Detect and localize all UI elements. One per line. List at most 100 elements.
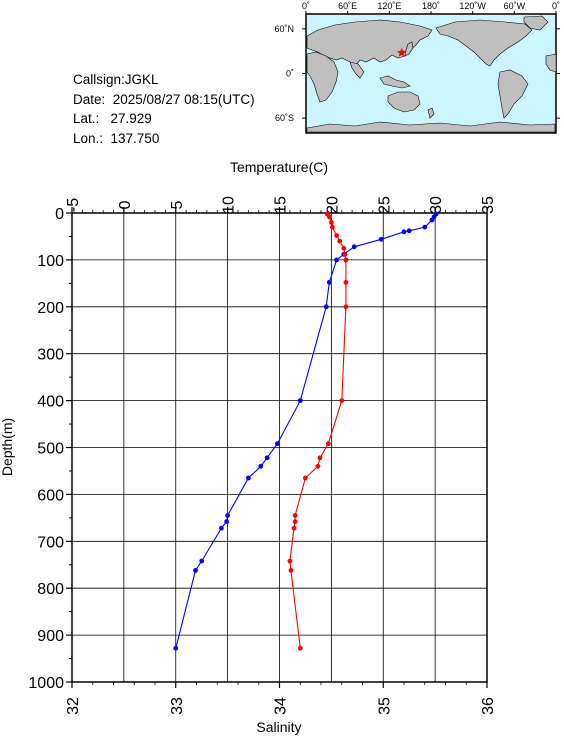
profile-series [173,211,439,651]
salinity-profile-point [315,463,321,469]
salinity-axis-ticks: 32 33 34 35 36 [65,682,497,715]
temperature-axis-ticks: -5 0 5 10 15 20 25 30 35 [65,196,497,214]
temperature-profile-point [199,558,205,564]
salinity-profile-point [339,398,345,403]
salinity-profile-point [291,525,297,531]
plot-grid [71,212,488,683]
temperature-profile-point [297,398,303,403]
map-lon-tick-label: 120˚W [459,1,486,11]
longitude-text: Lon.: 137.750 [73,130,160,146]
temperature-profile-point [275,441,280,447]
depth-tick-label: 1000 [28,675,64,692]
salinity-profile-point [341,245,347,251]
salinity-profile-point [342,251,348,257]
landmass-greenland [523,15,549,31]
salinity-profile-point [343,304,349,310]
salinity-profile-line [289,213,347,649]
depth-tick-label: 600 [37,487,64,504]
salinity-profile-point [330,224,335,230]
salinity-profile-point [292,513,298,518]
salinity-profile-point [317,455,323,461]
temperature-tick-label: 35 [480,196,497,214]
latitude-text: Lat.: 27.929 [73,111,152,126]
temperature-profile-point [326,280,332,285]
temperature-profile-point [246,475,251,481]
landmass-south-america [497,69,529,119]
temperature-tick-label: -5 [65,198,82,212]
salinity-profile-point [326,214,332,220]
station-marker-icon [396,47,407,57]
temperature-profile-point [225,513,231,518]
station-marker [396,47,407,57]
depth-tick-label: 800 [37,581,64,598]
map-lon-tick-label: 0˚ [552,1,560,11]
temperature-tick-label: 30 [428,196,445,214]
depth-tick-label: 400 [37,394,64,411]
map-lat-tick-label: 60˚S [275,113,294,123]
salinity-tick-label: 33 [169,697,186,715]
salinity-profile-point [343,280,349,285]
temperature-profile-point [323,304,329,310]
temperature-profile-point [219,525,224,531]
salinity-axis-label: Salinity [256,719,301,735]
salinity-profile-point [288,568,294,573]
depth-tick-label: 700 [37,534,64,551]
callsign-text: Callsign:JGKL [73,72,159,87]
temperature-profile-point [429,217,435,223]
station-info: Callsign:JGKL Date: 2025/08/27 08:15(UTC… [73,70,255,148]
depth-tick-label: 900 [37,628,64,645]
temperature-tick-label: 20 [324,196,341,214]
salinity-tick-label: 36 [480,697,497,715]
temperature-profile-point [258,463,264,469]
temperature-profile-point [378,236,384,242]
temperature-tick-label: 0 [117,200,134,209]
depth-axis-label: Depth(m) [0,418,15,476]
map-lon-tick-label: 60˚E [338,1,357,11]
landmass-japan [404,41,414,57]
map-latitude-ticks: 60˚N 0˚ 60˚S [274,24,560,123]
world-map: 0˚ 60˚E 120˚E 180˚ 120˚W 60˚W 0˚ 60˚N 0˚ 60˚S [274,1,560,134]
salinity-profile-point [343,257,349,263]
temperature-profile-point [173,645,179,651]
salinity-profile-point [303,475,308,481]
landmass-indonesia [379,75,411,89]
date-text: Date: 2025/08/27 08:15(UTC) [73,91,255,107]
depth-tick-label: 200 [37,300,64,317]
depth-axis-ticks: 0 100 200 300 400 500 600 700 800 900 1000 [28,206,72,692]
map-lon-tick-label: 180˚ [422,1,440,11]
landmass-africa [306,51,339,103]
map-lon-tick-label: 0˚ [302,1,310,11]
map-lon-tick-label: 120˚E [377,1,401,11]
temperature-profile-point [193,568,198,573]
depth-tick-label: 300 [37,347,64,364]
temperature-profile-point [351,244,357,250]
temperature-profile-point [422,224,428,230]
salinity-profile-point [287,558,293,564]
landmass-australia [387,91,421,113]
temperature-profile-point [264,455,270,461]
salinity-tick-label: 35 [376,697,393,715]
temperature-profile-line [175,213,437,649]
salinity-tick-label: 34 [273,697,290,715]
salinity-profile-point [334,233,339,238]
salinity-profile-point [292,519,298,524]
temperature-profile-point [401,229,407,235]
temperature-tick-label: 25 [376,196,393,214]
temperature-profile-point [224,519,230,524]
salinity-profile-point [337,238,343,244]
landmass-africa-west [545,53,557,73]
depth-tick-label: 500 [37,441,64,458]
temperature-profile-point [334,257,339,263]
map-lat-tick-label: 60˚N [274,24,294,34]
temperature-tick-label: 15 [273,196,290,214]
map-lon-tick-label: 60˚W [504,1,526,11]
salinity-profile-point [325,441,331,447]
temperature-tick-label: 10 [221,196,238,214]
depth-tick-label: 0 [55,206,64,223]
temperature-profile-point [406,228,412,234]
landmass-antarctica [306,121,556,133]
temperature-axis-label: Temperature(C) [230,159,328,175]
temperature-tick-label: 5 [169,200,186,209]
